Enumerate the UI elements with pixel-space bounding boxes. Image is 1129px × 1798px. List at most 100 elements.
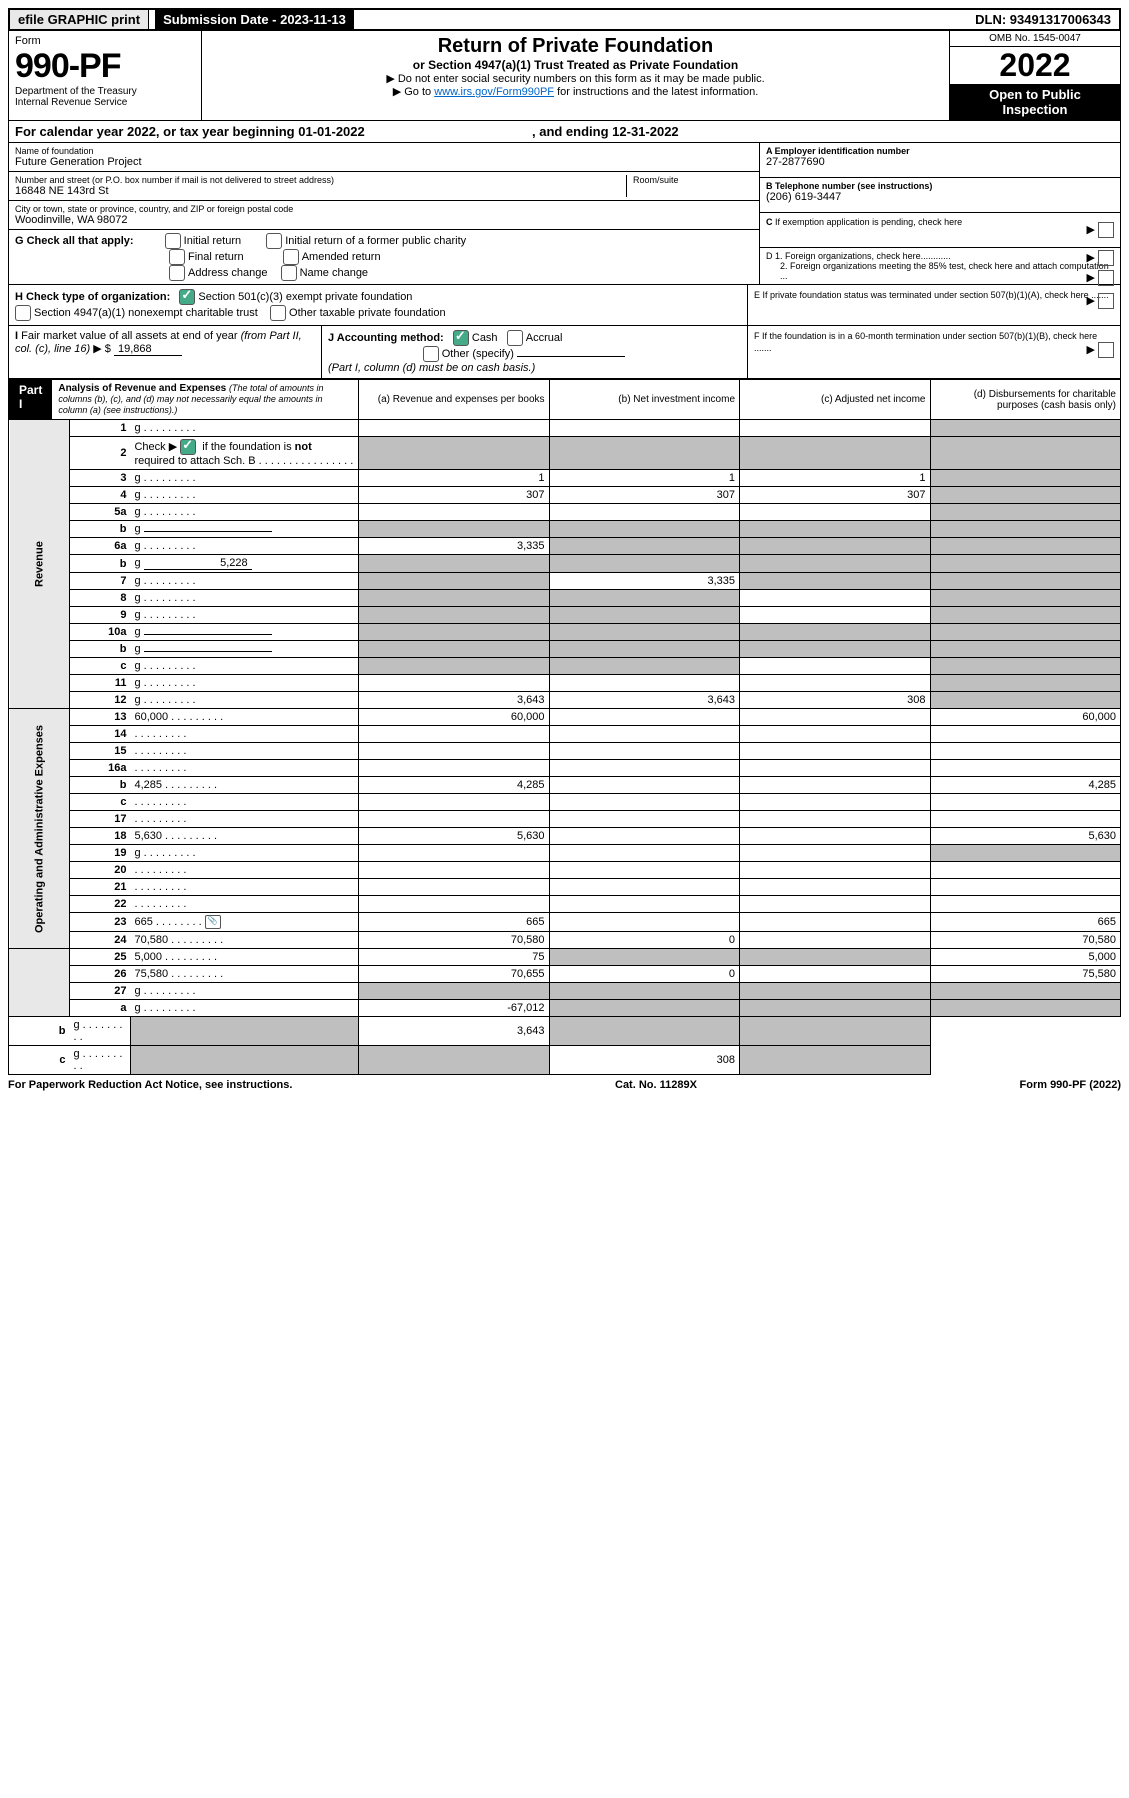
page-footer: For Paperwork Reduction Act Notice, see … — [8, 1075, 1121, 1091]
col-c-header: (c) Adjusted net income — [740, 380, 930, 420]
table-row: bg 5,228 — [9, 555, 1121, 573]
table-row: 19g . . . . . . . . . — [9, 845, 1121, 862]
f-checkbox[interactable] — [1098, 342, 1114, 358]
h-row: H Check type of organization: Section 50… — [8, 285, 1121, 326]
irs-link[interactable]: www.irs.gov/Form990PF — [434, 86, 554, 98]
instruction-2: ▶ Go to www.irs.gov/Form990PF for instru… — [206, 85, 945, 98]
phone-label: B Telephone number (see instructions) — [766, 181, 932, 191]
part1-title: Analysis of Revenue and Expenses — [58, 383, 226, 394]
table-row: 8g . . . . . . . . . — [9, 590, 1121, 607]
other-taxable-checkbox[interactable] — [270, 305, 286, 321]
table-row: 10ag — [9, 624, 1121, 641]
c-checkbox[interactable] — [1098, 222, 1114, 238]
table-row: 185,630 . . . . . . . . .5,6305,630 — [9, 828, 1121, 845]
c-label: If exemption application is pending, che… — [775, 217, 962, 227]
table-row: cg . . . . . . . . . — [9, 658, 1121, 675]
h-label: H Check type of organization: — [15, 291, 170, 303]
instruction-1: ▶ Do not enter social security numbers o… — [206, 72, 945, 85]
other-method-checkbox[interactable] — [423, 346, 439, 362]
form-word: Form — [15, 35, 195, 47]
table-row: 2675,580 . . . . . . . . .70,655075,580 — [9, 966, 1121, 983]
form-header: Form 990-PF Department of the Treasury I… — [8, 31, 1121, 121]
j-note: (Part I, column (d) must be on cash basi… — [328, 362, 535, 374]
d1-label: D 1. Foreign organizations, check here..… — [766, 251, 1114, 261]
col-a-header: (a) Revenue and expenses per books — [359, 380, 549, 420]
table-row: 9g . . . . . . . . . — [9, 607, 1121, 624]
footer-right: Form 990-PF (2022) — [1020, 1079, 1122, 1091]
address-change-checkbox[interactable] — [169, 265, 185, 281]
501c3-checkbox[interactable] — [179, 289, 195, 305]
table-row: 22 . . . . . . . . . — [9, 896, 1121, 913]
table-row: 5ag . . . . . . . . . — [9, 504, 1121, 521]
footer-mid: Cat. No. 11289X — [615, 1079, 697, 1091]
ein-value: 27-2877690 — [766, 156, 1114, 168]
i-value: 19,868 — [114, 343, 182, 356]
table-row: 14 . . . . . . . . . — [9, 726, 1121, 743]
col-b-header: (b) Net investment income — [549, 380, 739, 420]
open-inspection: Open to Public Inspection — [950, 84, 1120, 120]
omb-number: OMB No. 1545-0047 — [950, 31, 1120, 47]
addr-label: Number and street (or P.O. box number if… — [15, 175, 626, 185]
dln: DLN: 93491317006343 — [967, 10, 1119, 29]
table-row: 16a . . . . . . . . . — [9, 760, 1121, 777]
table-row: 21 . . . . . . . . . — [9, 879, 1121, 896]
name-change-checkbox[interactable] — [281, 265, 297, 281]
cash-checkbox[interactable] — [453, 330, 469, 346]
table-row: 11g . . . . . . . . . — [9, 675, 1121, 692]
d1-checkbox[interactable] — [1098, 250, 1114, 266]
tax-year: 2022 — [950, 47, 1120, 84]
irs-label: Internal Revenue Service — [15, 97, 195, 108]
e-label: E If private foundation status was termi… — [754, 290, 1109, 300]
name-label: Name of foundation — [15, 146, 753, 156]
table-row: Revenue1g . . . . . . . . . — [9, 420, 1121, 437]
footer-left: For Paperwork Reduction Act Notice, see … — [8, 1079, 292, 1091]
table-row: 255,000 . . . . . . . . .755,000 — [9, 949, 1121, 966]
calendar-year-row: For calendar year 2022, or tax year begi… — [8, 121, 1121, 143]
table-row: 3g . . . . . . . . .111 — [9, 470, 1121, 487]
final-return-checkbox[interactable] — [169, 249, 185, 265]
d2-label: 2. Foreign organizations meeting the 85%… — [766, 261, 1114, 281]
4947-checkbox[interactable] — [15, 305, 31, 321]
table-row: 23665 . . . . . . . . 📎665665 — [9, 913, 1121, 932]
e-checkbox[interactable] — [1098, 293, 1114, 309]
j-label: J Accounting method: — [328, 332, 444, 344]
ij-row: I Fair market value of all assets at end… — [8, 326, 1121, 379]
part1-table: Part I Analysis of Revenue and Expenses … — [8, 379, 1121, 1075]
efile-print-button[interactable]: efile GRAPHIC print — [10, 10, 149, 29]
table-row: 15 . . . . . . . . . — [9, 743, 1121, 760]
table-row: cg . . . . . . . . .308 — [9, 1046, 1121, 1075]
table-row: ag . . . . . . . . .-67,012 — [9, 1000, 1121, 1017]
table-row: 2Check ▶ if the foundation is not requir… — [9, 437, 1121, 470]
street-address: 16848 NE 143rd St — [15, 185, 626, 197]
table-row: bg . . . . . . . . .3,643 — [9, 1017, 1121, 1046]
table-row: 4g . . . . . . . . .307307307 — [9, 487, 1121, 504]
col-d-header: (d) Disbursements for charitable purpose… — [930, 380, 1121, 420]
table-row: bg — [9, 521, 1121, 538]
table-row: Operating and Administrative Expenses136… — [9, 709, 1121, 726]
table-row: 2470,580 . . . . . . . . .70,580070,580 — [9, 932, 1121, 949]
revenue-side-label: Revenue — [9, 420, 70, 709]
city-state-zip: Woodinville, WA 98072 — [15, 214, 753, 226]
city-label: City or town, state or province, country… — [15, 204, 753, 214]
table-row: bg — [9, 641, 1121, 658]
d2-checkbox[interactable] — [1098, 270, 1114, 286]
initial-former-checkbox[interactable] — [266, 233, 282, 249]
f-label: F If the foundation is in a 60-month ter… — [754, 331, 1097, 353]
table-row: 17 . . . . . . . . . — [9, 811, 1121, 828]
table-row: c . . . . . . . . . — [9, 794, 1121, 811]
accrual-checkbox[interactable] — [507, 330, 523, 346]
entity-info: Name of foundation Future Generation Pro… — [8, 143, 1121, 285]
form-title: Return of Private Foundation — [206, 35, 945, 58]
room-label: Room/suite — [633, 175, 753, 185]
ein-label: A Employer identification number — [766, 146, 910, 156]
form-subtitle: or Section 4947(a)(1) Trust Treated as P… — [206, 58, 945, 72]
table-row: 12g . . . . . . . . .3,6433,643308 — [9, 692, 1121, 709]
part1-label: Part I — [9, 380, 52, 419]
amended-return-checkbox[interactable] — [283, 249, 299, 265]
table-row: b4,285 . . . . . . . . .4,2854,285 — [9, 777, 1121, 794]
table-row: 6ag . . . . . . . . .3,335 — [9, 538, 1121, 555]
phone-value: (206) 619-3447 — [766, 191, 1114, 203]
g-label: G Check all that apply: — [15, 235, 134, 247]
form-number: 990-PF — [15, 47, 195, 86]
initial-return-checkbox[interactable] — [165, 233, 181, 249]
